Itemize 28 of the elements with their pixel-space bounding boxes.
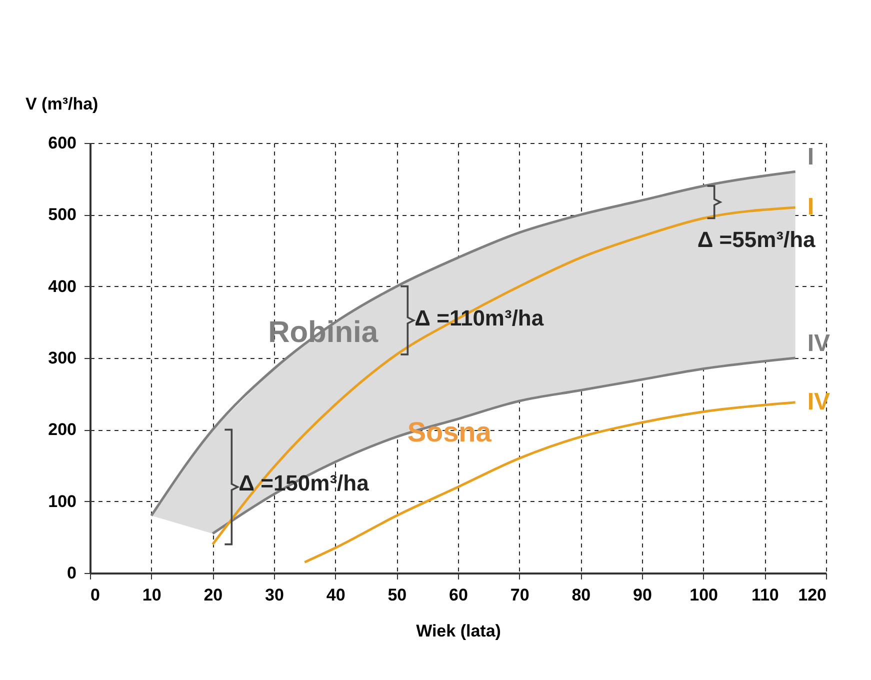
y-tick-label: 200 xyxy=(48,420,76,440)
x-tick-label: 120 xyxy=(798,586,826,604)
series-label: I xyxy=(807,194,814,220)
series-label: IV xyxy=(807,330,830,357)
annotation: Δ =55m³/ha xyxy=(697,227,816,252)
x-tick-label: 80 xyxy=(572,586,591,604)
x-tick-label: 50 xyxy=(388,586,407,604)
y-tick-label: 500 xyxy=(48,205,76,224)
x-tick-label: 90 xyxy=(633,586,652,604)
y-tick-label: 600 xyxy=(48,134,76,152)
y-tick-label: 100 xyxy=(48,492,76,511)
x-tick-label: 10 xyxy=(142,586,162,604)
x-tick-label: 20 xyxy=(204,586,223,604)
x-axis-title: Wiek (lata) xyxy=(416,622,501,640)
x-tick-label: 30 xyxy=(265,586,284,604)
series-label: I xyxy=(807,144,814,171)
y-tick-label: 300 xyxy=(48,348,76,368)
y-axis-title: V (m³/ha) xyxy=(26,94,98,114)
x-tick-label: 0 xyxy=(90,586,100,604)
y-tick-label: 0 xyxy=(67,564,76,582)
line-series xyxy=(211,356,797,535)
x-tick-label: 100 xyxy=(690,586,718,604)
y-tick-label: 400 xyxy=(48,276,76,296)
series-label: IV xyxy=(807,388,830,416)
x-tick-label: 60 xyxy=(449,586,468,604)
x-tick-label: 40 xyxy=(326,586,346,604)
x-tick-label: 70 xyxy=(510,586,530,604)
x-tick-label: 110 xyxy=(751,586,779,604)
